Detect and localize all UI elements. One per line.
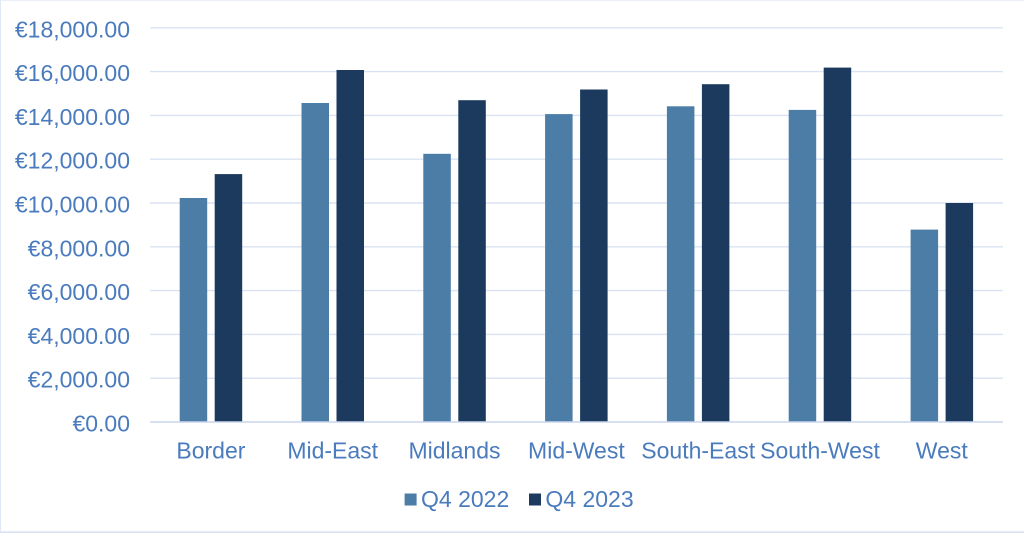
svg-text:€0.00: €0.00 <box>72 411 130 437</box>
svg-text:€12,000.00: €12,000.00 <box>15 148 130 174</box>
svg-text:Mid-West: Mid-West <box>528 438 625 464</box>
svg-text:€4,000.00: €4,000.00 <box>28 323 130 349</box>
svg-text:€8,000.00: €8,000.00 <box>28 235 130 261</box>
svg-text:Midlands: Midlands <box>408 438 500 464</box>
svg-text:South-East: South-East <box>641 438 755 464</box>
svg-text:Q4 2023: Q4 2023 <box>545 486 633 512</box>
svg-text:Border: Border <box>176 438 245 464</box>
svg-text:Mid-East: Mid-East <box>287 438 378 464</box>
svg-text:West: West <box>916 438 969 464</box>
svg-text:€16,000.00: €16,000.00 <box>15 60 130 86</box>
svg-text:€18,000.00: €18,000.00 <box>15 16 130 42</box>
svg-text:South-West: South-West <box>760 438 880 464</box>
svg-text:€10,000.00: €10,000.00 <box>15 192 130 218</box>
svg-text:€6,000.00: €6,000.00 <box>28 279 130 305</box>
svg-text:€14,000.00: €14,000.00 <box>15 104 130 130</box>
svg-text:Q4 2022: Q4 2022 <box>421 486 509 512</box>
svg-text:€2,000.00: €2,000.00 <box>28 367 130 393</box>
